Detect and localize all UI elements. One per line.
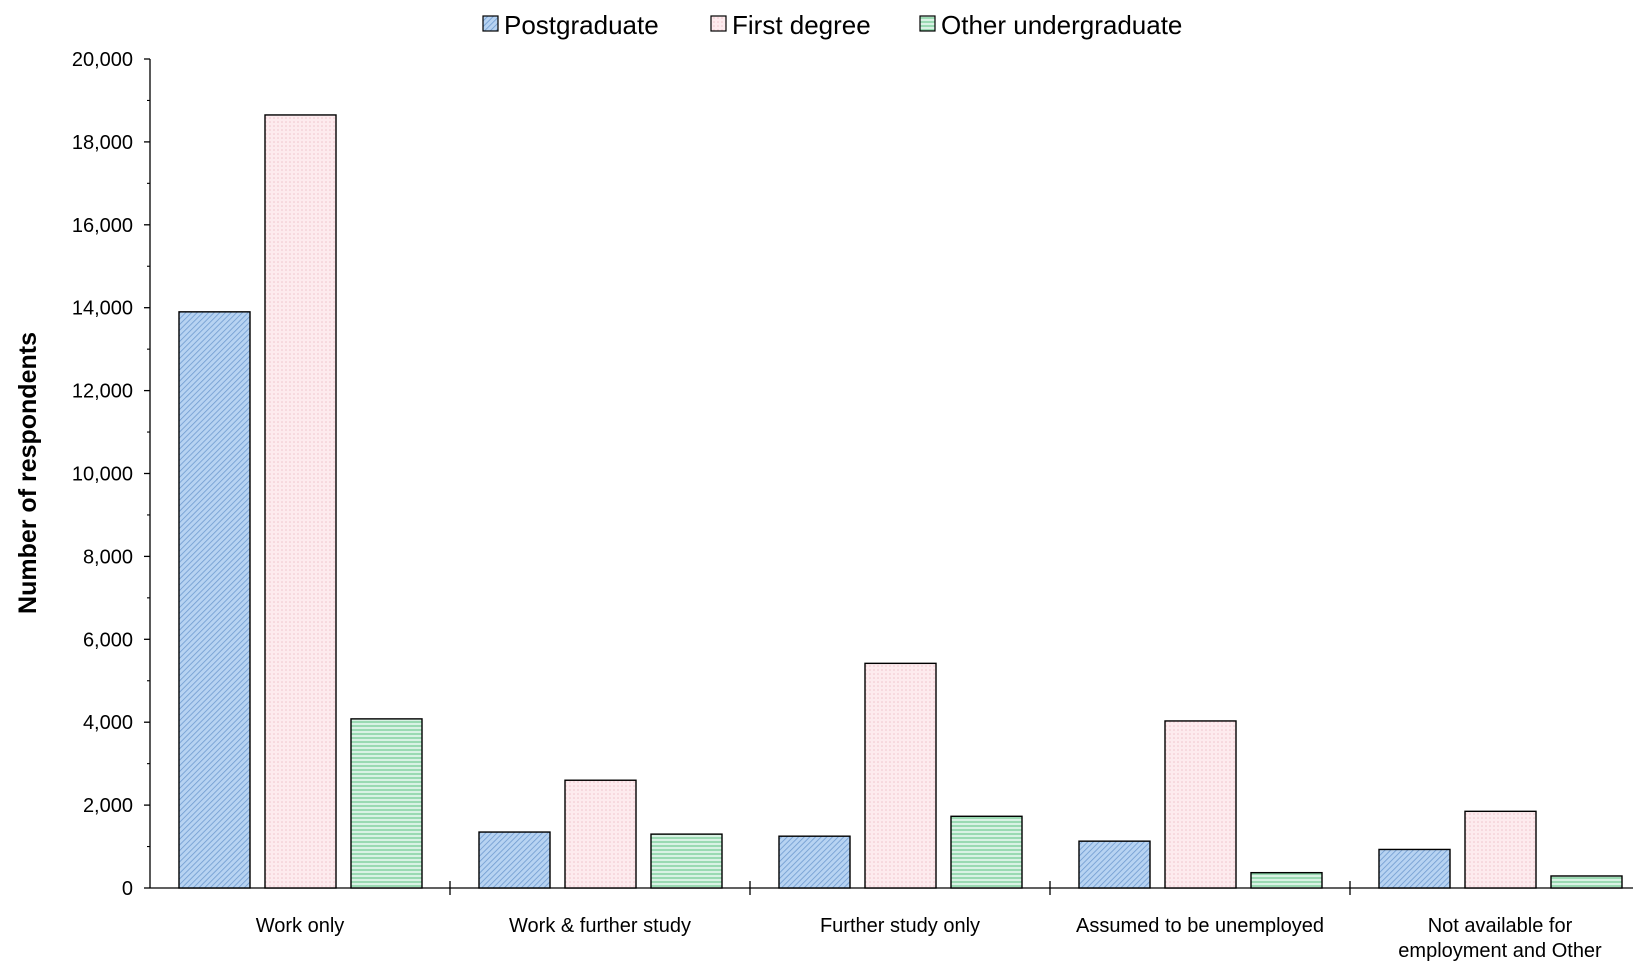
bar-other-undergraduate bbox=[650, 833, 723, 889]
y-tick-label: 8,000 bbox=[83, 546, 133, 568]
y-axis: 0 2,000 4,000 6,000 8,000 10,000 12,000 14,000 1… bbox=[72, 49, 151, 900]
bar-other-undergraduate bbox=[1550, 875, 1623, 889]
y-tick-label: 4,000 bbox=[83, 712, 133, 734]
x-category-label: Work & further study bbox=[509, 915, 691, 937]
x-category-label: Work only bbox=[256, 915, 345, 937]
bar-first-degree bbox=[264, 114, 337, 889]
y-axis-title: Number of respondents bbox=[14, 332, 42, 614]
bar-other-undergraduate bbox=[950, 815, 1023, 889]
bar-postgraduate bbox=[778, 835, 851, 889]
y-tick-label: 18,000 bbox=[72, 132, 133, 154]
y-tick-label: 16,000 bbox=[72, 215, 133, 237]
legend-swatch bbox=[710, 15, 727, 32]
legend: Postgraduate First degree Other undergradu… bbox=[482, 10, 1182, 40]
x-category-label: Not available for bbox=[1428, 915, 1573, 937]
x-axis: Work only Work & further study Further stu… bbox=[150, 881, 1633, 962]
bars bbox=[178, 114, 1623, 889]
bar-first-degree bbox=[1164, 720, 1237, 889]
legend-swatch bbox=[919, 15, 936, 32]
bar-postgraduate bbox=[178, 311, 251, 889]
y-tick-label: 12,000 bbox=[72, 381, 133, 403]
y-tick-label: 10,000 bbox=[72, 464, 133, 486]
x-category-label: Further study only bbox=[820, 915, 980, 937]
bar-postgraduate bbox=[478, 831, 551, 889]
bar-other-undergraduate bbox=[1250, 871, 1323, 889]
y-tick-label: 20,000 bbox=[72, 49, 133, 71]
bar-other-undergraduate bbox=[350, 718, 423, 889]
bar-postgraduate bbox=[1378, 848, 1451, 889]
legend-label: Other undergraduate bbox=[941, 10, 1182, 40]
legend-label: First degree bbox=[732, 10, 871, 40]
y-tick-label: 0 bbox=[122, 878, 133, 900]
x-category-label: employment and Other bbox=[1398, 940, 1602, 962]
legend-swatch bbox=[482, 15, 499, 32]
y-tick-label: 2,000 bbox=[83, 795, 133, 817]
bar-first-degree bbox=[864, 662, 937, 889]
bar-postgraduate bbox=[1078, 840, 1151, 889]
y-tick-label: 6,000 bbox=[83, 629, 133, 651]
x-category-label: Assumed to be unemployed bbox=[1076, 915, 1324, 937]
y-tick-label: 14,000 bbox=[72, 298, 133, 320]
bar-first-degree bbox=[564, 779, 637, 889]
bar-first-degree bbox=[1464, 810, 1537, 889]
legend-label: Postgraduate bbox=[504, 10, 659, 40]
